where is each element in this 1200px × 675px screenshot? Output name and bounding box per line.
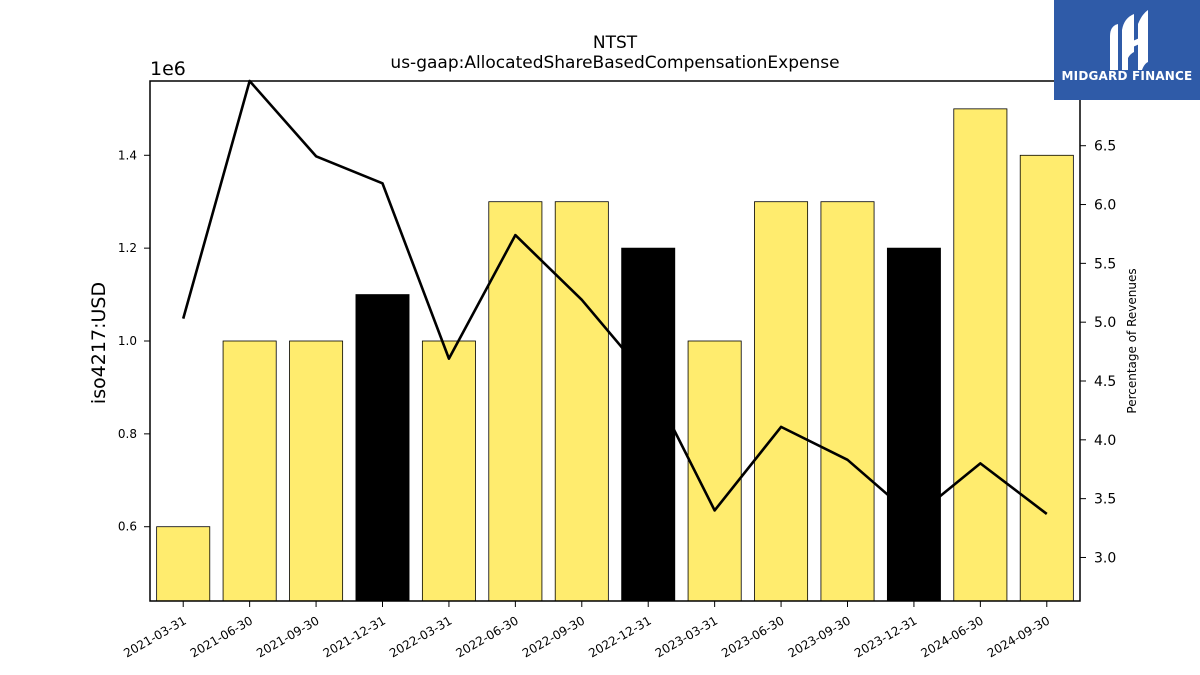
chart-subtitle: us-gaap:AllocatedShareBasedCompensationE… — [390, 53, 839, 73]
y2-tick-label: 4.0 — [1094, 433, 1116, 449]
x-tick-label: 2023-03-31 — [653, 613, 720, 660]
x-tick-label: 2024-06-30 — [918, 613, 985, 660]
bar — [1019, 154, 1074, 602]
percentage-line — [181, 79, 1048, 519]
y2-tick-label: 6.0 — [1094, 198, 1116, 214]
bar — [222, 340, 277, 602]
line-layer — [181, 79, 1048, 519]
y-tick-label: 1.2 — [118, 241, 137, 255]
x-tick-label: 2023-06-30 — [719, 613, 786, 660]
y2-axis-label: Percentage of Revenues — [1125, 268, 1139, 413]
y-tick-label: 1.0 — [118, 334, 137, 348]
y-tick-label: 0.8 — [118, 427, 137, 441]
y-offset-label: 1e6 — [150, 58, 186, 80]
bar — [488, 201, 543, 602]
y-axis-label: iso4217:USD — [88, 282, 110, 404]
x-tick-label: 2022-09-30 — [520, 613, 587, 660]
y2-tick-label: 5.0 — [1094, 315, 1116, 331]
y2-tick-label: 6.5 — [1094, 139, 1116, 155]
x-tick-label: 2022-03-31 — [387, 613, 454, 660]
x-tick-label: 2023-12-31 — [852, 613, 919, 660]
bar — [754, 201, 809, 602]
x-tick-label: 2022-12-31 — [586, 613, 653, 660]
y2-tick-label: 4.5 — [1094, 374, 1116, 390]
bar — [355, 294, 410, 602]
bar — [621, 247, 676, 602]
bar — [687, 340, 742, 602]
y-tick-label: 0.6 — [118, 520, 137, 534]
bar — [820, 201, 875, 602]
y2-ticks: 3.0 3.5 4.0 4.5 5.0 5.5 6.0 6.5 — [1080, 139, 1116, 566]
bars — [156, 108, 1074, 602]
x-tick-label: 2021-09-30 — [254, 613, 321, 660]
y2-tick-label: 5.5 — [1094, 256, 1116, 272]
y-tick-label: 1.4 — [118, 148, 137, 162]
bar — [156, 526, 211, 602]
bar — [554, 201, 609, 602]
brand-logo: MIDGARD FINANCE — [1054, 0, 1200, 100]
y2-tick-label: 3.5 — [1094, 492, 1116, 508]
x-ticks: 2021-03-31 2021-06-30 2021-09-30 2021-12-31… — [121, 601, 1052, 660]
logo-mark-icon — [1110, 10, 1148, 70]
bar — [421, 340, 476, 602]
x-tick-label: 2021-12-31 — [321, 613, 388, 660]
bar — [886, 247, 941, 602]
x-tick-label: 2023-09-30 — [786, 613, 853, 660]
bar — [289, 340, 344, 602]
x-tick-label: 2021-03-31 — [121, 613, 188, 660]
x-tick-label: 2022-06-30 — [453, 613, 520, 660]
y2-tick-label: 3.0 — [1094, 550, 1116, 566]
logo-text: MIDGARD FINANCE — [1061, 69, 1193, 83]
x-tick-label: 2021-06-30 — [188, 613, 255, 660]
chart-title: NTST — [593, 33, 638, 53]
bar — [953, 108, 1008, 602]
x-tick-label: 2024-09-30 — [985, 613, 1052, 660]
y-ticks: 0.6 0.8 1.0 1.2 1.4 — [118, 148, 150, 534]
